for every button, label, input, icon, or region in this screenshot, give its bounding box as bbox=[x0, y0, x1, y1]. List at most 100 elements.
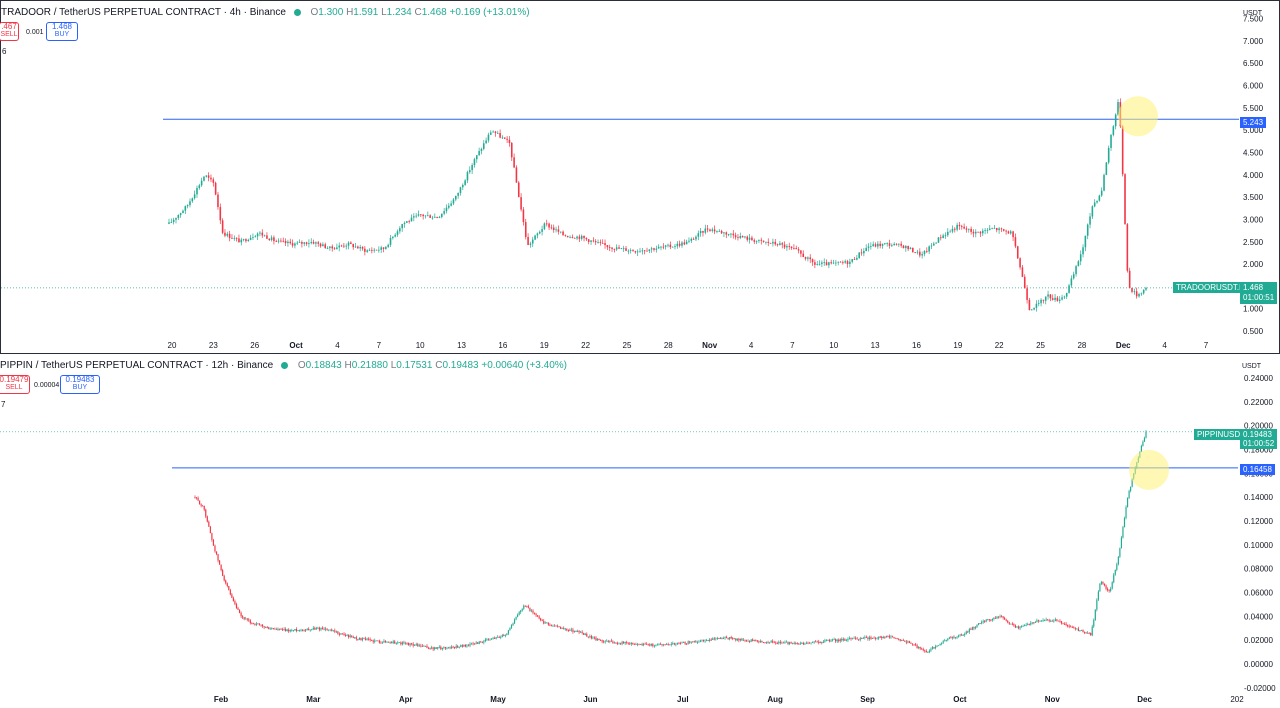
candle-body bbox=[1075, 266, 1077, 275]
candle-body bbox=[403, 222, 406, 225]
candle-body bbox=[1021, 267, 1024, 277]
pippin-last-price-tag: 0.19483 01:00:52 bbox=[1240, 429, 1278, 449]
candle-body bbox=[526, 605, 528, 607]
candle-body bbox=[228, 586, 230, 591]
candle-body bbox=[282, 240, 285, 242]
candle-body bbox=[467, 645, 470, 647]
candle-body bbox=[979, 231, 982, 234]
pippin-buy-button[interactable]: 0.19483 BUY bbox=[60, 375, 100, 394]
candle-body bbox=[291, 630, 293, 631]
candle-body bbox=[646, 643, 648, 645]
candle-body bbox=[415, 644, 417, 646]
candle-body bbox=[515, 167, 518, 183]
pippin-candlestick-chart[interactable]: 0.240000.220000.200000.180000.160000.140… bbox=[0, 354, 1280, 708]
candle-body bbox=[461, 184, 464, 188]
candle-body bbox=[912, 247, 914, 253]
candle-body bbox=[673, 643, 675, 645]
candle-body bbox=[899, 639, 901, 641]
y-tick-label: 4.000 bbox=[1243, 171, 1264, 180]
tradoor-currency-label[interactable]: USDT bbox=[1243, 10, 1263, 17]
candle-body bbox=[1070, 278, 1073, 286]
pippin-hline-price-tag: 0.16458 bbox=[1240, 464, 1275, 475]
candle-body bbox=[500, 637, 502, 638]
candle-body bbox=[1089, 216, 1091, 225]
tradoor-candlestick-chart[interactable]: 7.500 7.000 6.500 6.000 5.500 5.000 4.500 4.000… bbox=[1, 1, 1279, 353]
candle-body bbox=[692, 641, 694, 643]
candle-body bbox=[830, 262, 833, 264]
candle-body bbox=[1103, 174, 1105, 191]
candle-body bbox=[1033, 307, 1035, 310]
candle-body bbox=[472, 643, 474, 645]
candle-body bbox=[1079, 254, 1082, 262]
candle-body bbox=[972, 231, 975, 234]
candle-body bbox=[811, 259, 814, 263]
candle-body bbox=[228, 233, 231, 238]
candle-body bbox=[879, 636, 881, 638]
candle-body bbox=[769, 242, 772, 244]
candle-body bbox=[876, 638, 878, 640]
candle-body bbox=[626, 642, 628, 643]
candle-body bbox=[853, 259, 856, 260]
tradoor-indicator-count[interactable]: 6 bbox=[2, 47, 7, 56]
candle-body bbox=[666, 644, 668, 645]
candle-body bbox=[1045, 619, 1047, 621]
pippin-sell-button[interactable]: 0.19479 SELL bbox=[0, 375, 30, 394]
candle-body bbox=[672, 643, 674, 645]
candle-body bbox=[1090, 633, 1092, 636]
candle-body bbox=[990, 619, 992, 621]
candle-body bbox=[781, 243, 784, 245]
candle-body bbox=[277, 240, 280, 242]
candle-body bbox=[855, 637, 857, 639]
candle-body bbox=[237, 608, 239, 610]
candle-body bbox=[389, 238, 392, 245]
candle-body bbox=[482, 143, 485, 149]
candle-body bbox=[372, 640, 374, 642]
tradoor-sell-button[interactable]: .467 SELL bbox=[0, 22, 19, 41]
candle-body bbox=[254, 623, 256, 625]
candle-body bbox=[685, 241, 688, 245]
candle-body bbox=[1040, 620, 1043, 622]
pippin-indicator-count[interactable]: 7 bbox=[1, 400, 6, 409]
candle-body bbox=[473, 159, 476, 166]
candle-body bbox=[259, 232, 261, 234]
candle-body bbox=[597, 242, 599, 243]
candle-body bbox=[575, 631, 577, 632]
tradoor-buy-button[interactable]: 1.468 BUY bbox=[46, 22, 78, 41]
candle-body bbox=[435, 647, 437, 649]
candle-body bbox=[294, 243, 296, 246]
candle-body bbox=[788, 642, 791, 644]
candle-body bbox=[977, 623, 980, 625]
pippin-title[interactable]: PIPPIN / TetherUS PERPETUAL CONTRACT · 1… bbox=[0, 360, 274, 371]
candle-body bbox=[1063, 623, 1066, 625]
candle-body bbox=[1088, 632, 1090, 634]
candle-body bbox=[200, 504, 202, 506]
candle-body bbox=[823, 262, 826, 263]
candle-body bbox=[506, 138, 508, 140]
tradoor-chart-pane[interactable]: TRADOOR / TetherUS PERPETUAL CONTRACT · … bbox=[0, 0, 1280, 354]
candle-body bbox=[621, 641, 623, 645]
candle-body bbox=[828, 262, 830, 266]
candle-body bbox=[417, 644, 419, 647]
candle-body bbox=[186, 205, 189, 207]
candle-body bbox=[524, 222, 527, 238]
candle-body bbox=[1035, 303, 1038, 308]
candle-body bbox=[352, 637, 354, 638]
candle-body bbox=[1019, 258, 1021, 268]
candle-body bbox=[346, 635, 348, 636]
tradoor-title[interactable]: TRADOOR / TetherUS PERPETUAL CONTRACT · … bbox=[1, 7, 286, 18]
pippin-currency-label[interactable]: USDT bbox=[1242, 363, 1262, 370]
y-tick-label: 0.02000 bbox=[1244, 636, 1273, 645]
candle-body bbox=[1042, 620, 1044, 621]
candle-body bbox=[587, 636, 589, 638]
candle-body bbox=[485, 140, 487, 144]
candle-body bbox=[478, 641, 480, 644]
candle-body bbox=[1074, 628, 1076, 630]
candle-body bbox=[649, 644, 651, 646]
candle-body bbox=[835, 639, 837, 642]
pippin-chart-pane[interactable]: PIPPIN / TetherUS PERPETUAL CONTRACT · 1… bbox=[0, 354, 1280, 708]
candle-body bbox=[664, 644, 666, 646]
candle-body bbox=[863, 251, 865, 254]
candle-body bbox=[629, 643, 631, 645]
candle-body bbox=[842, 638, 844, 641]
candle-body bbox=[234, 601, 236, 605]
